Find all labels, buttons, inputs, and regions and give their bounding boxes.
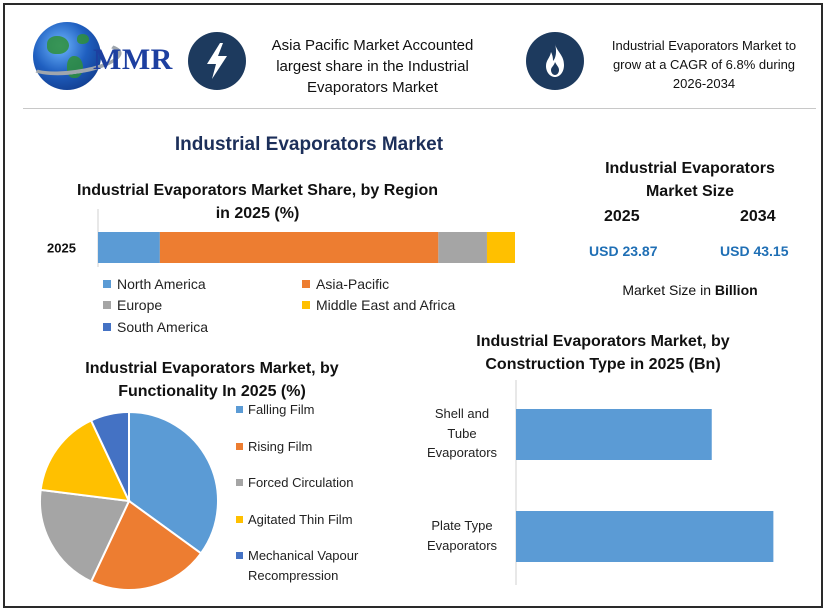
lightning-bolt-icon	[188, 32, 246, 90]
market-size-2025-value: USD 23.87	[589, 243, 658, 259]
construction-chart-title: Industrial Evaporators Market, by Constr…	[476, 333, 730, 373]
region-bar-north-america	[98, 232, 160, 263]
construction-bar-chart: Shell and Tube Evaporators Plate Type Evapor…	[427, 380, 774, 585]
region-bar-middle-east-and-africa	[486, 232, 515, 263]
region-category-label: 2025	[47, 241, 76, 256]
year-2025-label: 2025	[604, 208, 640, 225]
legend-asia-pacific: Asia-Pacific	[302, 276, 389, 292]
highlight-asia-pacific: Asia Pacific Market Accounted largest sh…	[271, 37, 474, 96]
header-divider	[23, 108, 816, 109]
market-size-title: Industrial Evaporators Market Size	[605, 160, 775, 200]
pie-slice-mechanical-vapour-recompression	[89, 410, 130, 502]
year-2034-label: 2034	[740, 208, 776, 225]
legend-north-america: North America	[103, 276, 206, 292]
globe-icon	[33, 22, 101, 90]
legend-middle-east-africa: Middle East and Africa	[302, 297, 455, 313]
flame-icon	[526, 32, 584, 90]
pie-slice-falling-film	[128, 410, 219, 555]
infographic-frame: MMR Asia Pacific Market Accounted larges…	[3, 3, 823, 608]
construction-bar-plate-type-evaporators	[516, 511, 774, 562]
construction-label-plate-type-evaporators: Plate Type Evaporators	[427, 518, 498, 553]
region-chart-title: Industrial Evaporators Market Share, by …	[77, 182, 438, 222]
functionality-pie-chart	[39, 410, 219, 591]
logo-text: MMR	[93, 43, 173, 76]
region-bar-europe	[438, 232, 487, 263]
region-bar-asia-pacific	[159, 232, 439, 263]
legend-europe: Europe	[103, 297, 162, 313]
construction-label-shell-and-tube-evaporators: Shell and Tube Evaporators	[427, 406, 498, 460]
pie-slice-forced-circulation	[39, 488, 131, 583]
legend-south-america: South America	[103, 319, 208, 335]
functionality-chart-title: Industrial Evaporators Market, by Functi…	[85, 360, 339, 400]
mmr-logo: MMR	[25, 16, 177, 96]
market-size-unit: Market Size in Billion	[622, 282, 758, 298]
construction-bar-shell-and-tube-evaporators	[516, 409, 712, 460]
highlight-cagr: Industrial Evaporators Market to grow at…	[611, 38, 797, 91]
page-title: Industrial Evaporators Market	[174, 134, 444, 155]
pie-slice-agitated-thin-film	[39, 419, 131, 503]
region-stacked-bar-chart: 2025	[47, 209, 515, 267]
market-size-2034-value: USD 43.15	[720, 243, 789, 259]
